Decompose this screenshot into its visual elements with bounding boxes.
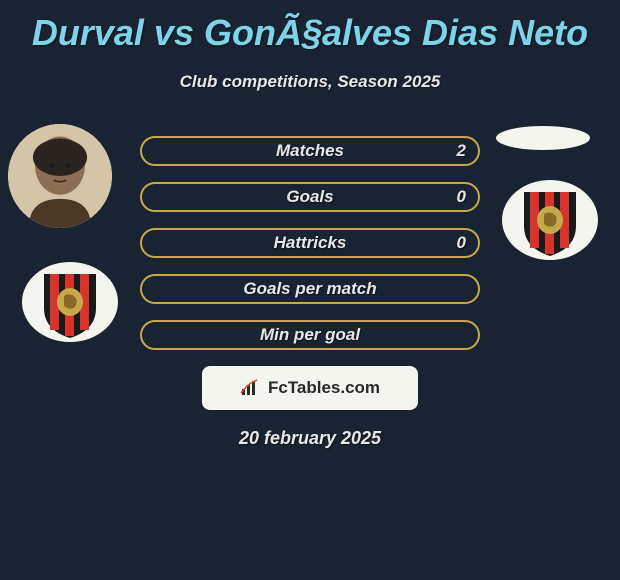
- stats-container: Matches 2 Goals 0 Hattricks 0 Goals per …: [0, 136, 620, 350]
- stat-row-matches: Matches 2: [140, 136, 480, 166]
- brand-badge: FcTables.com: [202, 366, 418, 410]
- stat-value: 2: [457, 141, 466, 161]
- stat-value: 0: [457, 187, 466, 207]
- date-text: 20 february 2025: [0, 428, 620, 449]
- stat-row-hattricks: Hattricks 0: [140, 228, 480, 258]
- stat-row-min-per-goal: Min per goal: [140, 320, 480, 350]
- stat-label: Goals per match: [243, 279, 376, 299]
- stat-label: Matches: [276, 141, 344, 161]
- stat-row-goals: Goals 0: [140, 182, 480, 212]
- stat-row-goals-per-match: Goals per match: [140, 274, 480, 304]
- season-subtitle: Club competitions, Season 2025: [0, 72, 620, 92]
- brand-text: FcTables.com: [268, 378, 380, 398]
- comparison-title: Durval vs GonÃ§alves Dias Neto: [0, 0, 620, 54]
- stat-value: 0: [457, 233, 466, 253]
- stat-label: Goals: [286, 187, 333, 207]
- stat-label: Hattricks: [274, 233, 347, 253]
- stat-label: Min per goal: [260, 325, 360, 345]
- bar-chart-icon: [240, 379, 262, 397]
